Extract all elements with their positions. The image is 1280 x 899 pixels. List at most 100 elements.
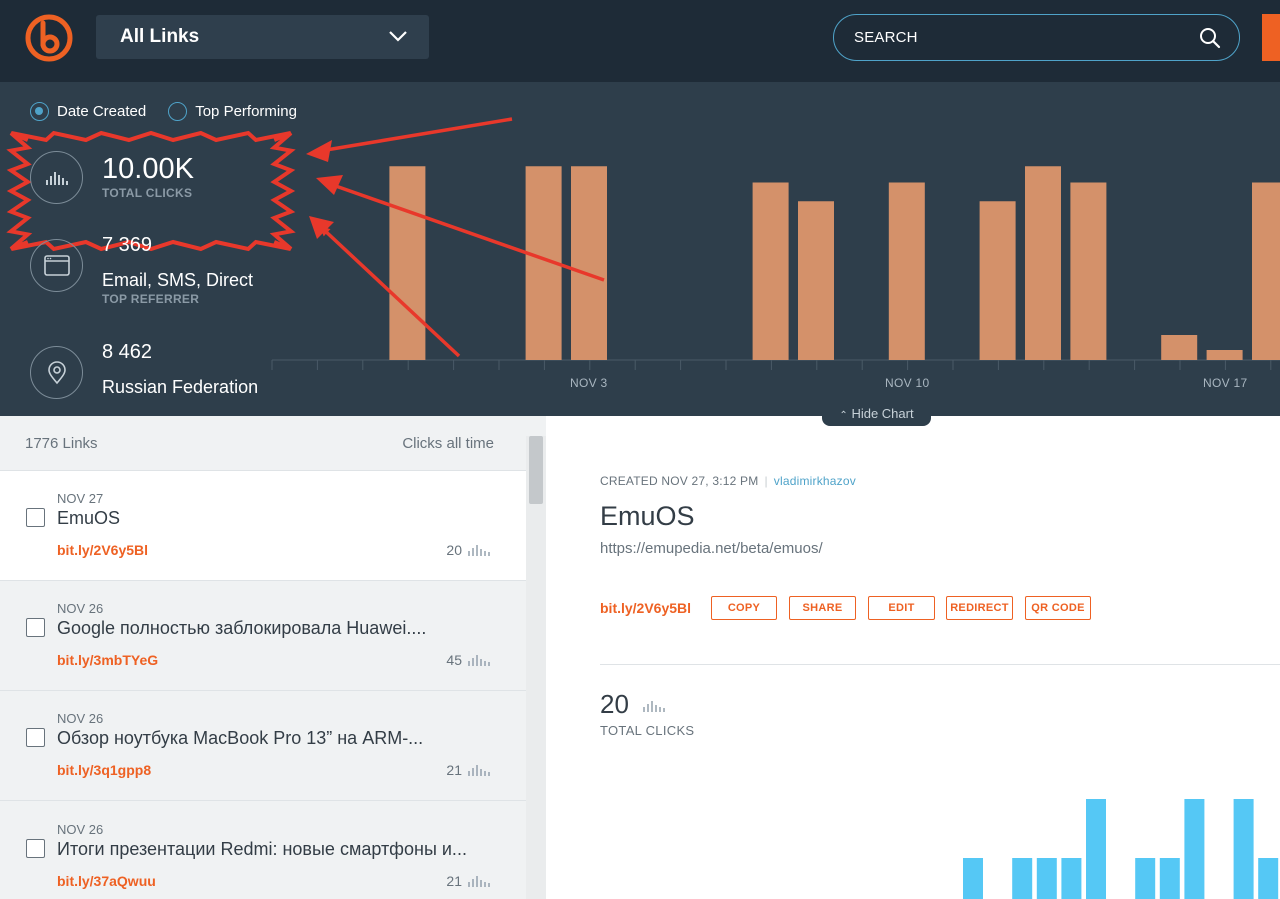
radio-top-performing[interactable]	[168, 102, 188, 121]
bar-chart-icon	[468, 876, 490, 887]
qr-code-button[interactable]: QR CODE	[1025, 596, 1091, 620]
chart-bar[interactable]	[1161, 335, 1198, 360]
create-button[interactable]	[1262, 14, 1280, 61]
item-checkbox[interactable]	[26, 839, 45, 858]
mini-chart-bar[interactable]	[1258, 858, 1279, 899]
sort-radio-group: Date Created Top Performing	[30, 102, 319, 121]
chart-bar[interactable]	[752, 182, 789, 361]
x-tick-label: NOV 10	[885, 376, 930, 390]
list-scrollbar-track[interactable]	[526, 436, 546, 899]
links-list-panel: 1776 Links Clicks all time NOV 27 EmuOS …	[0, 416, 546, 899]
destination-url[interactable]: https://emupedia.net/beta/emuos/	[600, 540, 823, 557]
bar-chart-icon	[468, 765, 490, 776]
item-short-link[interactable]: bit.ly/2V6y5Bl	[57, 542, 149, 558]
mini-chart-bar[interactable]	[1061, 858, 1082, 899]
list-header: 1776 Links Clicks all time	[0, 416, 526, 471]
edit-button[interactable]: EDIT	[868, 596, 935, 620]
referrer-name: Email, SMS, Direct	[102, 270, 254, 290]
bar-chart-icon	[468, 545, 490, 556]
location-pin-icon	[48, 361, 66, 385]
chart-bar[interactable]	[798, 201, 834, 360]
stat-ring	[30, 151, 83, 204]
radio-date-created[interactable]	[30, 102, 49, 121]
item-short-link[interactable]: bit.ly/3q1gpp8	[57, 762, 152, 778]
hide-chart-toggle[interactable]: ⌃ Hide Chart	[822, 404, 931, 426]
meta-separator: |	[764, 474, 768, 488]
item-date: NOV 27	[57, 491, 104, 506]
chart-bar[interactable]	[1206, 350, 1243, 360]
stat-ring	[30, 346, 83, 399]
item-short-link[interactable]: bit.ly/37aQwuu	[57, 873, 156, 889]
bar-chart-icon	[643, 701, 665, 712]
item-date: NOV 26	[57, 711, 104, 726]
redirect-button[interactable]: REDIRECT	[946, 596, 1013, 620]
created-meta: CREATED NOV 27, 3:12 PM | vladimirkhazov	[600, 474, 856, 488]
list-item[interactable]: NOV 26 Google полностью заблокировала Hu…	[0, 581, 526, 691]
hide-chart-label: Hide Chart	[851, 406, 914, 421]
owner-username[interactable]: vladimirkhazov	[773, 474, 856, 488]
spiky-outline	[6, 130, 296, 252]
item-checkbox[interactable]	[26, 618, 45, 637]
share-button[interactable]: SHARE	[789, 596, 856, 620]
detail-clicks-label: TOTAL CLICKS	[600, 723, 695, 738]
item-title: EmuOS	[57, 508, 121, 528]
search-input[interactable]	[854, 26, 1174, 48]
bitly-logo[interactable]	[24, 13, 74, 63]
location-name: Russian Federation	[102, 377, 259, 397]
chart-bar[interactable]	[979, 201, 1016, 360]
location-value: 8 462	[102, 341, 153, 363]
mini-chart-bar[interactable]	[1184, 799, 1205, 899]
red-spiky-highlight	[6, 130, 296, 252]
chart-bar[interactable]	[1025, 166, 1061, 360]
item-checkbox[interactable]	[26, 728, 45, 747]
item-clicks: 20	[446, 542, 462, 558]
link-clicks-chart	[963, 799, 1279, 899]
bar-chart-icon	[468, 655, 490, 666]
browser-window-icon	[44, 255, 70, 276]
list-item[interactable]: NOV 26 Обзор ноутбука MacBook Pro 13” на…	[0, 691, 526, 801]
sort-clicks-all-time[interactable]: Clicks all time	[402, 435, 494, 452]
chart-bar[interactable]	[1070, 182, 1107, 361]
list-item[interactable]: NOV 26 Итоги презентации Redmi: новые см…	[0, 802, 526, 899]
search-box[interactable]	[833, 14, 1240, 61]
item-title: Итоги презентации Redmi: новые смартфоны…	[57, 839, 467, 859]
item-title: Google полностью заблокировала Huawei...…	[57, 618, 427, 638]
total-clicks-value: 10.00K	[102, 153, 194, 185]
item-checkbox[interactable]	[26, 508, 45, 527]
radio-top-performing-label[interactable]: Top Performing	[195, 103, 297, 120]
item-date: NOV 26	[57, 601, 104, 616]
created-date: CREATED NOV 27, 3:12 PM	[600, 474, 759, 488]
divider	[600, 664, 1280, 665]
mini-chart-bar[interactable]	[1159, 858, 1180, 899]
copy-button[interactable]: COPY	[711, 596, 777, 620]
referrer-value: 7 369	[102, 234, 153, 256]
mini-chart-bar[interactable]	[1233, 799, 1254, 899]
chart-bar[interactable]	[389, 166, 426, 360]
bar-chart-icon	[46, 172, 68, 185]
stat-ring	[30, 239, 83, 292]
list-item[interactable]: NOV 27 EmuOS bit.ly/2V6y5Bl 20	[0, 471, 526, 581]
mini-chart-bar[interactable]	[963, 858, 983, 899]
chart-bar[interactable]	[888, 182, 925, 361]
referrer-label: TOP REFERRER	[102, 292, 200, 306]
clicks-chart-panel: Date Created Top Performing 10.00K TOTAL…	[0, 82, 1280, 416]
chevron-down-icon	[389, 31, 407, 42]
radio-date-created-label[interactable]: Date Created	[57, 103, 147, 120]
mini-chart-bar[interactable]	[1036, 858, 1057, 899]
total-clicks-label: TOTAL CLICKS	[102, 186, 193, 200]
detail-short-link[interactable]: bit.ly/2V6y5Bl	[600, 600, 692, 616]
chart-bar[interactable]	[525, 166, 562, 360]
mini-chart-bar[interactable]	[1086, 799, 1106, 899]
chart-bar[interactable]	[571, 166, 607, 360]
chart-bar[interactable]	[1252, 182, 1280, 361]
item-short-link[interactable]: bit.ly/3mbTYeG	[57, 652, 159, 668]
list-scrollbar-thumb[interactable]	[529, 436, 543, 504]
search-icon[interactable]	[1199, 27, 1221, 49]
mini-chart-bar[interactable]	[1135, 858, 1156, 899]
links-filter-dropdown[interactable]: All Links	[96, 15, 429, 59]
mini-chart-bar[interactable]	[1012, 858, 1033, 899]
item-clicks: 21	[446, 762, 462, 778]
links-count: 1776 Links	[25, 435, 98, 452]
dropdown-label: All Links	[120, 26, 200, 47]
top-nav-bar: All Links	[0, 0, 1280, 82]
